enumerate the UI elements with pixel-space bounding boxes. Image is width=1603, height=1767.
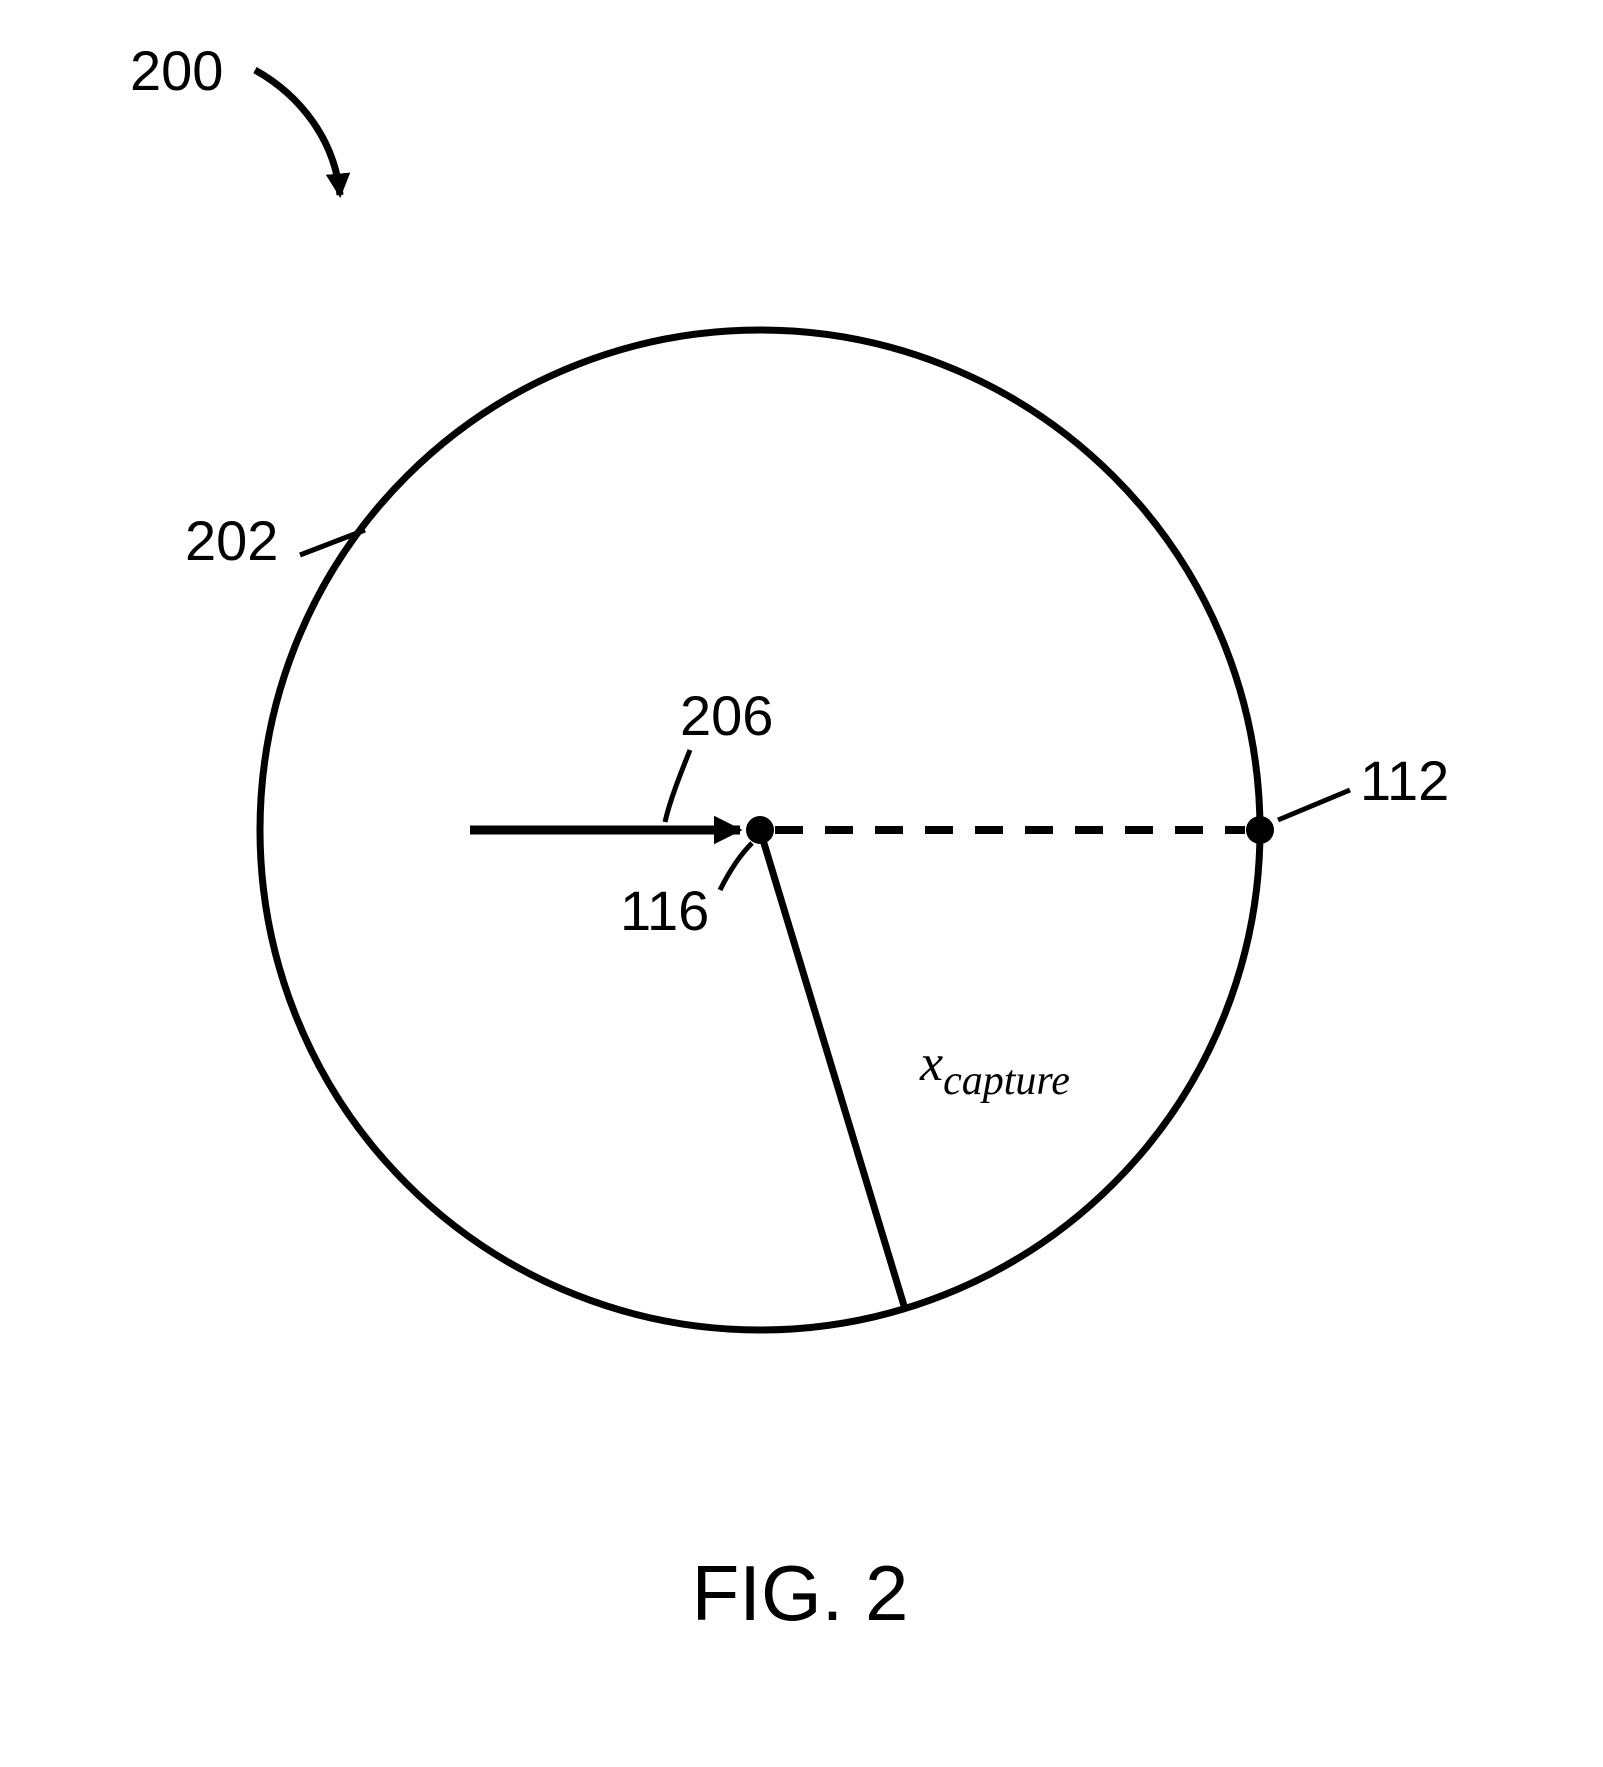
ref-112-label: 112 [1360, 749, 1449, 812]
edge-point [1246, 816, 1274, 844]
ref-200-label: 200 [130, 39, 223, 102]
ref-116-leader [720, 843, 752, 890]
ref-206-label: 206 [680, 684, 773, 747]
ref-116-label: 116 [620, 879, 709, 942]
ref-202-label: 202 [185, 509, 278, 572]
center-point [746, 816, 774, 844]
radius-line [760, 830, 905, 1309]
ref-200-arrow [255, 70, 340, 195]
figure-caption: FIG. 2 [692, 1549, 909, 1637]
radius-label: xcapture [919, 1035, 1070, 1104]
ref-112-leader [1278, 790, 1350, 820]
ref-206-leader [665, 750, 690, 822]
ref-202-leader [300, 530, 365, 555]
